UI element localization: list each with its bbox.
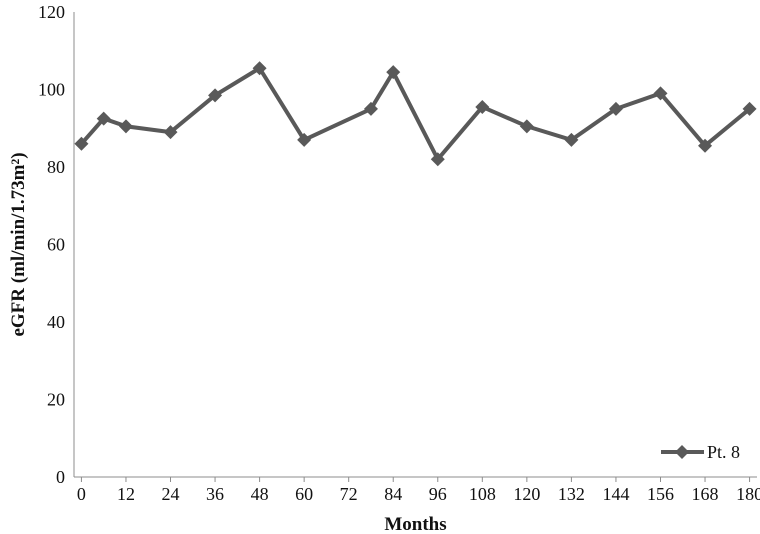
- y-axis-ticks: 0 20 40 60 80 100 120: [38, 2, 65, 487]
- x-tick-label: 0: [77, 484, 86, 504]
- x-axis-ticks: 0 12 24 36 48 60 72 84 96 108 120 132 144 156 168 180: [77, 477, 760, 504]
- x-tick-label: 180: [736, 484, 760, 504]
- x-tick-label: 60: [295, 484, 313, 504]
- y-tick-label: 120: [38, 2, 65, 22]
- x-tick-label: 108: [469, 484, 496, 504]
- y-tick-label: 100: [38, 80, 65, 100]
- x-tick-label: 48: [251, 484, 269, 504]
- legend-label: Pt. 8: [707, 442, 740, 462]
- data-point-marker: [608, 101, 623, 116]
- axes: [73, 12, 757, 478]
- data-point-marker: [564, 132, 579, 147]
- data-point-marker: [363, 101, 378, 116]
- data-point-marker: [430, 152, 445, 167]
- data-point-marker: [118, 119, 133, 134]
- x-tick-label: 156: [647, 484, 674, 504]
- y-tick-label: 40: [47, 312, 65, 332]
- data-point-marker: [163, 125, 178, 140]
- x-tick-label: 36: [206, 484, 224, 504]
- data-point-marker: [386, 65, 401, 80]
- legend-diamond-marker: [675, 445, 689, 459]
- y-tick-label: 80: [47, 157, 65, 177]
- data-point-marker: [653, 86, 668, 101]
- data-point-marker: [96, 111, 111, 126]
- data-point-marker: [475, 99, 490, 114]
- data-point-marker: [698, 138, 713, 153]
- x-tick-label: 168: [692, 484, 719, 504]
- x-tick-label: 84: [384, 484, 402, 504]
- data-point-marker: [252, 61, 267, 76]
- data-point-marker: [208, 88, 223, 103]
- legend: Pt. 8: [661, 442, 740, 462]
- y-tick-label: 0: [56, 467, 65, 487]
- series-layer: [74, 61, 757, 167]
- x-tick-label: 72: [340, 484, 358, 504]
- data-point-marker: [742, 101, 757, 116]
- x-tick-label: 132: [558, 484, 585, 504]
- x-axis-title: Months: [384, 514, 446, 534]
- x-tick-label: 120: [513, 484, 540, 504]
- x-tick-label: 96: [429, 484, 447, 504]
- y-tick-label: 60: [47, 235, 65, 255]
- x-tick-label: 144: [602, 484, 629, 504]
- series-line: [79, 65, 751, 163]
- x-tick-label: 24: [162, 484, 180, 504]
- data-point-marker: [519, 119, 534, 134]
- y-tick-label: 20: [47, 390, 65, 410]
- y-axis-title: eGFR (ml/min/1.73m²): [8, 152, 29, 336]
- data-point-marker: [74, 136, 89, 151]
- data-point-marker: [297, 132, 312, 147]
- x-tick-label: 12: [117, 484, 135, 504]
